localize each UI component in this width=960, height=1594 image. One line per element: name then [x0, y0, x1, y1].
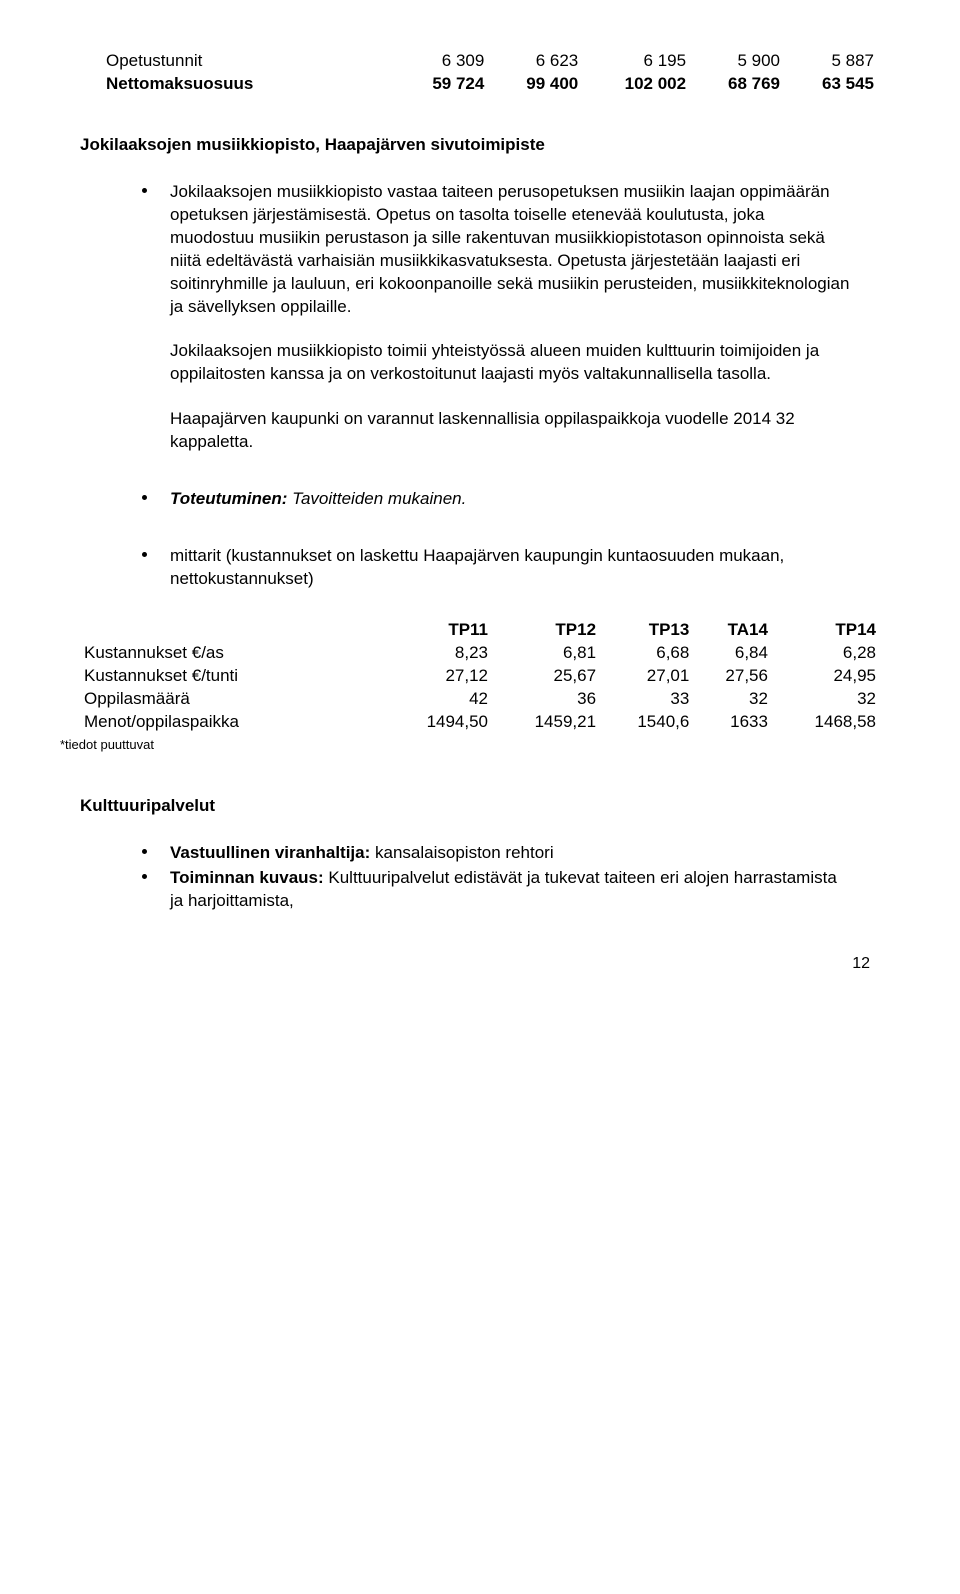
table-footnote: *tiedot puuttuvat: [60, 736, 880, 754]
bullet-mittarit: mittarit (kustannukset on laskettu Haapa…: [170, 545, 850, 591]
toteutuminen-value: Tavoitteiden mukainen.: [287, 489, 466, 508]
table-cell: 27,01: [600, 665, 693, 688]
table-cell: 6,81: [492, 642, 600, 665]
table-cell: 32: [772, 688, 880, 711]
table-row: Oppilasmäärä4236333232: [80, 688, 880, 711]
section-heading-musiikkiopisto: Jokilaaksojen musiikkiopisto, Haapajärve…: [80, 134, 880, 157]
para1-text: Jokilaaksojen musiikkiopisto vastaa tait…: [170, 182, 849, 316]
toiminnan-label: Toiminnan kuvaus:: [170, 868, 324, 887]
bullet-icon: [142, 495, 147, 500]
table-cell: 1633: [693, 711, 772, 734]
bullet-vastuullinen: Vastuullinen viranhaltija: kansalaisopis…: [170, 842, 850, 865]
bullet-icon: [142, 849, 147, 854]
table-cell: Opetustunnit: [100, 50, 396, 73]
table-header: TP12: [492, 619, 600, 642]
opetustunnit-table: Opetustunnit6 3096 6236 1955 9005 887Net…: [100, 50, 880, 96]
para2: Jokilaaksojen musiikkiopisto toimii yhte…: [170, 340, 850, 386]
table-cell: 68 769: [692, 73, 786, 96]
table-row: Kustannukset €/as8,236,816,686,846,28: [80, 642, 880, 665]
table-header: TP11: [384, 619, 492, 642]
table-cell: 6,84: [693, 642, 772, 665]
table-cell: 5 900: [692, 50, 786, 73]
bullet-icon: [142, 188, 147, 193]
table-cell: Nettomaksuosuus: [100, 73, 396, 96]
section-heading-kulttuuri: Kulttuuripalvelut: [80, 795, 880, 818]
table-row: Opetustunnit6 3096 6236 1955 9005 887: [100, 50, 880, 73]
bullet-toiminnan: Toiminnan kuvaus: Kulttuuripalvelut edis…: [170, 867, 850, 913]
table-cell: 5 887: [786, 50, 880, 73]
table-header: TP13: [600, 619, 693, 642]
bullet-para1: Jokilaaksojen musiikkiopisto vastaa tait…: [170, 181, 850, 319]
bullet-icon: [142, 552, 147, 557]
table-cell: 6 195: [584, 50, 692, 73]
table-cell: 27,56: [693, 665, 772, 688]
vastuullinen-label: Vastuullinen viranhaltija:: [170, 843, 370, 862]
table-cell: 42: [384, 688, 492, 711]
toteutuminen-label: Toteutuminen:: [170, 489, 287, 508]
table-cell: 24,95: [772, 665, 880, 688]
table-cell: Kustannukset €/as: [80, 642, 384, 665]
table-cell: 6 309: [396, 50, 490, 73]
table-cell: 27,12: [384, 665, 492, 688]
table-cell: 6,68: [600, 642, 693, 665]
table-cell: 59 724: [396, 73, 490, 96]
table-cell: 36: [492, 688, 600, 711]
table-cell: 1494,50: [384, 711, 492, 734]
bullet-toteutuminen: Toteutuminen: Tavoitteiden mukainen.: [170, 488, 850, 511]
mittarit-table: TP11TP12TP13TA14TP14 Kustannukset €/as8,…: [80, 619, 880, 734]
table-row: Menot/oppilaspaikka1494,501459,211540,61…: [80, 711, 880, 734]
table-cell: 6 623: [490, 50, 584, 73]
mittarit-text: mittarit (kustannukset on laskettu Haapa…: [170, 546, 784, 588]
table-cell: Menot/oppilaspaikka: [80, 711, 384, 734]
page-number: 12: [100, 953, 880, 975]
table-cell: 8,23: [384, 642, 492, 665]
table-cell: 99 400: [490, 73, 584, 96]
bullet-icon: [142, 874, 147, 879]
table-cell: 1459,21: [492, 711, 600, 734]
vastuullinen-value: kansalaisopiston rehtori: [370, 843, 553, 862]
table-cell: 6,28: [772, 642, 880, 665]
table-row: Kustannukset €/tunti27,1225,6727,0127,56…: [80, 665, 880, 688]
table-cell: Kustannukset €/tunti: [80, 665, 384, 688]
para3: Haapajärven kaupunki on varannut laskenn…: [170, 408, 850, 454]
table-header: TA14: [693, 619, 772, 642]
table-cell: 32: [693, 688, 772, 711]
table-cell: 102 002: [584, 73, 692, 96]
table-header: TP14: [772, 619, 880, 642]
table-cell: 25,67: [492, 665, 600, 688]
table-cell: 63 545: [786, 73, 880, 96]
table-cell: Oppilasmäärä: [80, 688, 384, 711]
table-row: Nettomaksuosuus59 72499 400102 00268 769…: [100, 73, 880, 96]
table-cell: 1540,6: [600, 711, 693, 734]
table-header: [80, 619, 384, 642]
table-cell: 33: [600, 688, 693, 711]
table-cell: 1468,58: [772, 711, 880, 734]
